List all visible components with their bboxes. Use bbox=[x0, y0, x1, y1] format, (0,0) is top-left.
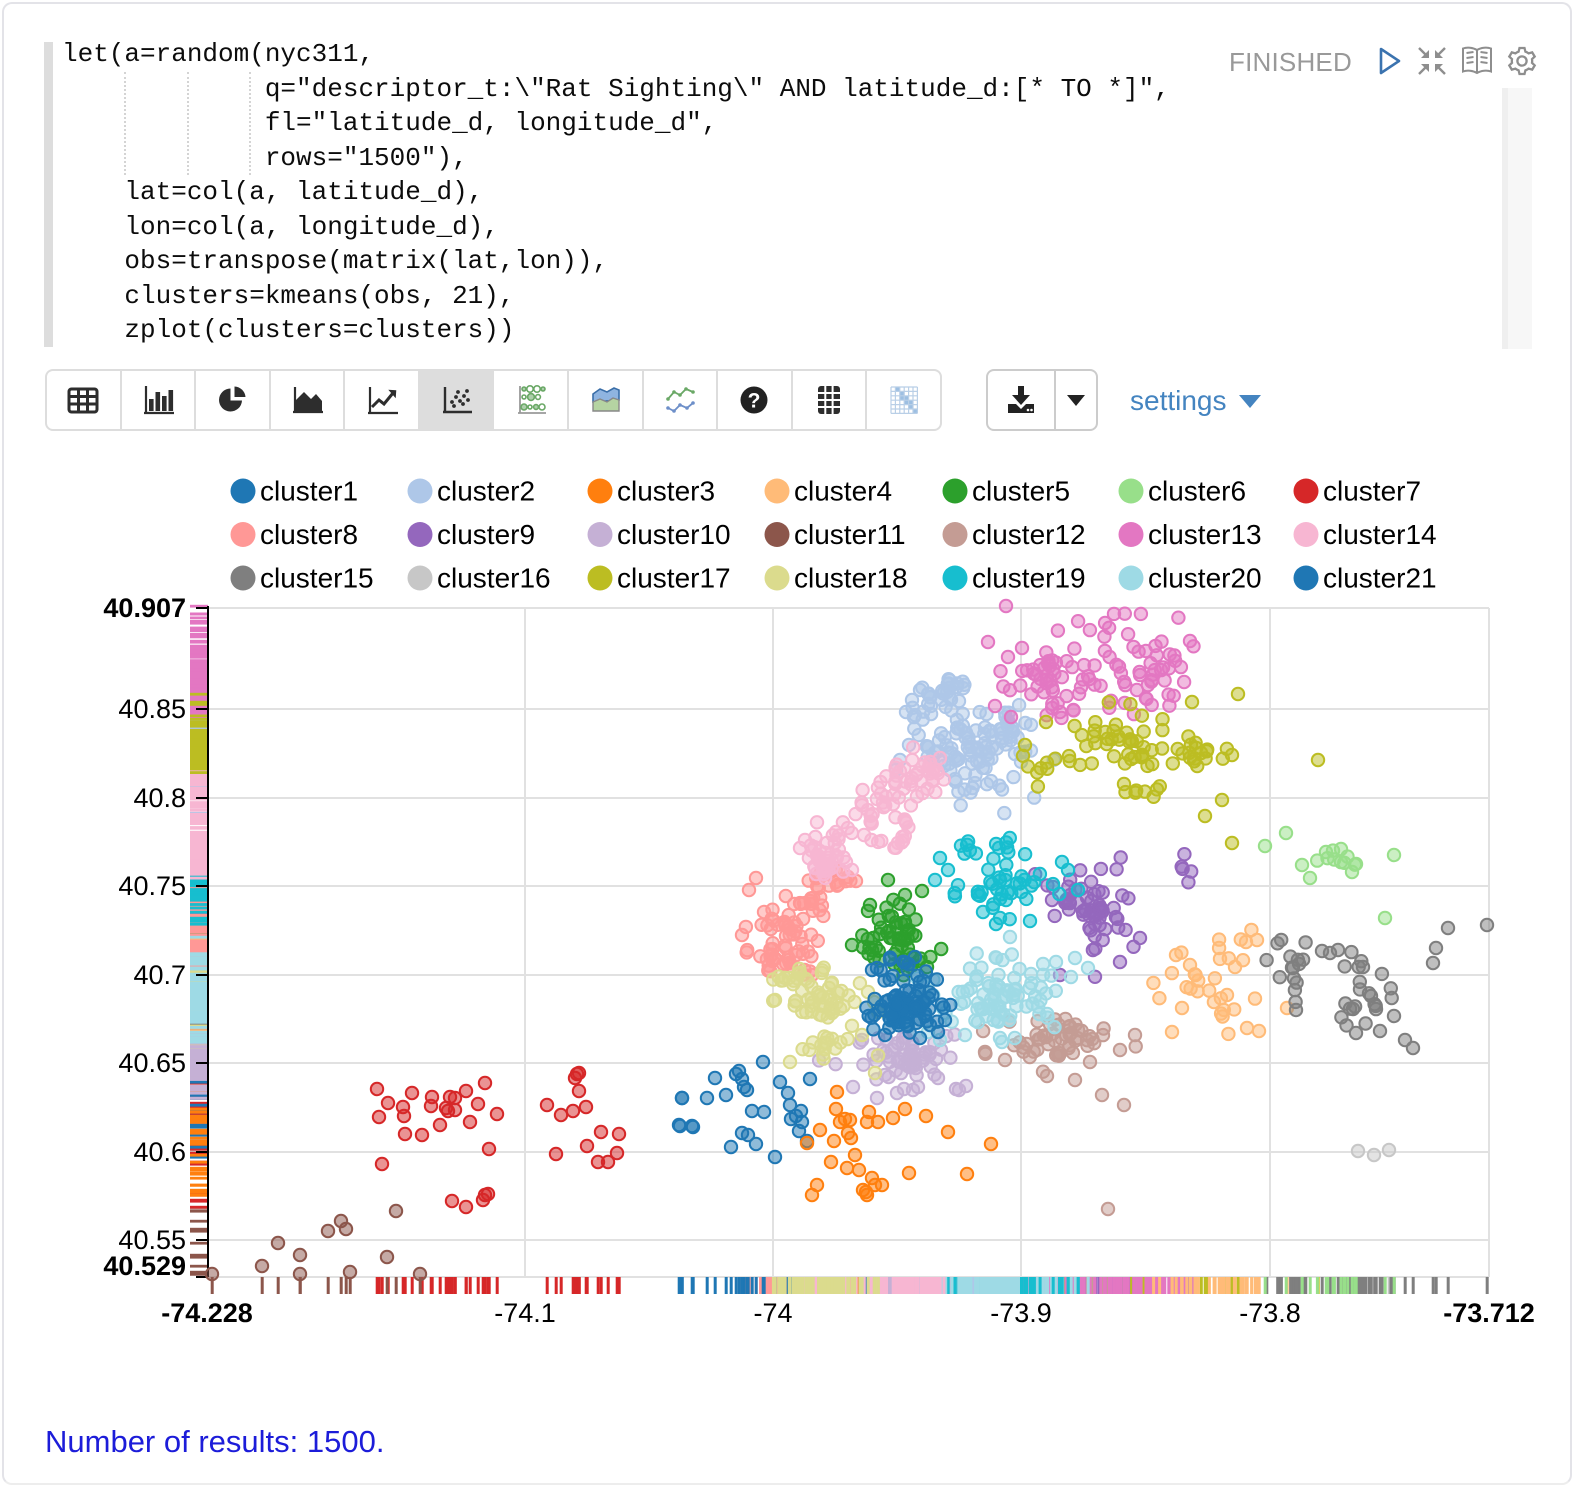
svg-text:40.75: 40.75 bbox=[118, 871, 186, 901]
svg-text:-73.9: -73.9 bbox=[990, 1298, 1052, 1328]
svg-text:cluster7: cluster7 bbox=[1323, 476, 1421, 507]
svg-text:cluster14: cluster14 bbox=[1323, 519, 1437, 550]
svg-text:cluster15: cluster15 bbox=[260, 563, 374, 594]
svg-text:-74: -74 bbox=[753, 1298, 792, 1328]
svg-text:cluster13: cluster13 bbox=[1148, 519, 1262, 550]
svg-text:40.65: 40.65 bbox=[118, 1048, 186, 1078]
svg-text:cluster19: cluster19 bbox=[972, 563, 1086, 594]
svg-text:40.529: 40.529 bbox=[103, 1251, 186, 1281]
svg-text:cluster3: cluster3 bbox=[617, 476, 715, 507]
svg-text:cluster1: cluster1 bbox=[260, 476, 358, 507]
svg-text:-73.712: -73.712 bbox=[1443, 1298, 1535, 1328]
svg-text:40.55: 40.55 bbox=[118, 1225, 186, 1255]
svg-text:cluster4: cluster4 bbox=[794, 476, 892, 507]
svg-text:cluster10: cluster10 bbox=[617, 519, 731, 550]
svg-text:cluster16: cluster16 bbox=[437, 563, 551, 594]
svg-text:40.85: 40.85 bbox=[118, 694, 186, 724]
svg-text:40.8: 40.8 bbox=[133, 783, 186, 813]
svg-text:?: ? bbox=[748, 390, 761, 413]
svg-text:40.907: 40.907 bbox=[103, 593, 186, 623]
svg-text:cluster21: cluster21 bbox=[1323, 563, 1437, 594]
svg-text:40.7: 40.7 bbox=[133, 960, 186, 990]
svg-text:cluster12: cluster12 bbox=[972, 519, 1086, 550]
svg-text:cluster20: cluster20 bbox=[1148, 563, 1262, 594]
svg-text:cluster2: cluster2 bbox=[437, 476, 535, 507]
svg-text:cluster5: cluster5 bbox=[972, 476, 1070, 507]
svg-text:40.6: 40.6 bbox=[133, 1137, 186, 1167]
svg-text:-74.1: -74.1 bbox=[494, 1298, 556, 1328]
svg-text:-73.8: -73.8 bbox=[1239, 1298, 1301, 1328]
svg-text:-74.228: -74.228 bbox=[161, 1298, 253, 1328]
svg-text:cluster6: cluster6 bbox=[1148, 476, 1246, 507]
svg-text:cluster11: cluster11 bbox=[794, 519, 906, 550]
svg-text:cluster9: cluster9 bbox=[437, 519, 535, 550]
svg-text:cluster17: cluster17 bbox=[617, 563, 731, 594]
svg-text:cluster8: cluster8 bbox=[260, 519, 358, 550]
svg-text:cluster18: cluster18 bbox=[794, 563, 908, 594]
